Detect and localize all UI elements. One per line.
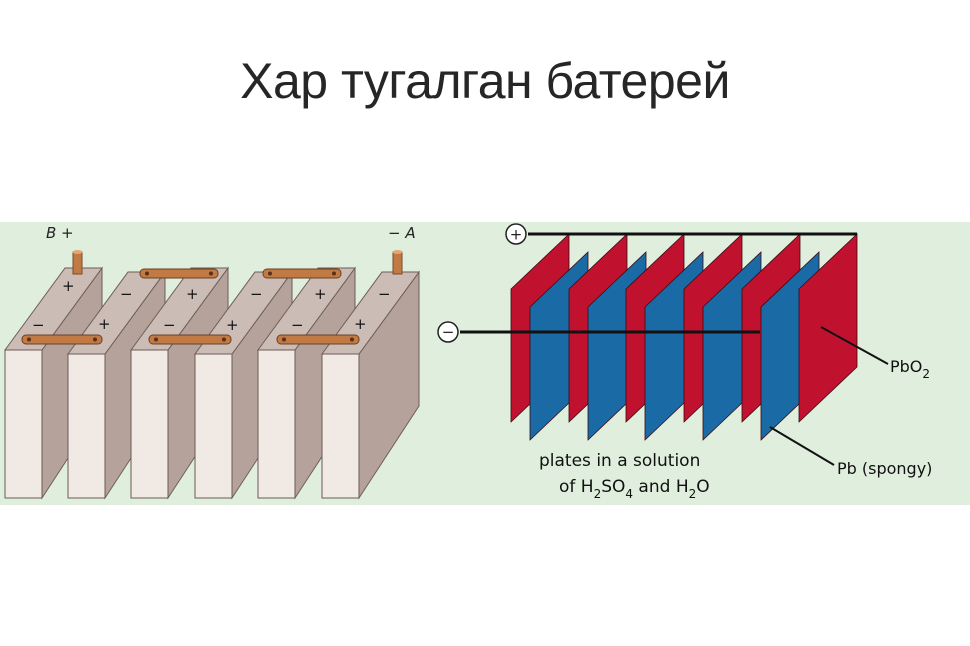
terminal-b-label: B + (46, 224, 74, 242)
battery-cell-front (257, 349, 296, 499)
pbo2-label: PbO2 (890, 357, 930, 381)
sign-minus: − (120, 285, 133, 303)
pb-leader-line (769, 426, 835, 466)
cell-plates-svg: + − PbO2 Pb (spongy) plates in a solutio… (437, 223, 932, 501)
pbo2-plate (798, 233, 858, 423)
sign-minus: − (163, 316, 176, 334)
sign-plus: + (98, 315, 111, 333)
positive-symbol: + (510, 226, 523, 244)
caption-line-1: plates in a solution (539, 451, 700, 471)
pbo2-leader-line (820, 326, 889, 365)
battery-cell-front (4, 349, 43, 499)
connector-bottom-left (21, 334, 103, 345)
sign-plus: + (226, 316, 239, 334)
plates-group (510, 233, 858, 441)
connector-bottom-right (276, 334, 360, 345)
pb-spongy-label: Pb (spongy) (837, 459, 932, 478)
cell-plates-illustration: + − PbO2 Pb (spongy) plates in a solutio… (436, 222, 970, 505)
caption-line-2: of H2SO4 and H2O (559, 477, 710, 501)
sign-minus: − (32, 316, 45, 334)
terminal-a-label: − A (388, 224, 416, 242)
polarity-signs: + − + − + − − + − + − + (32, 277, 391, 334)
sign-minus: − (378, 285, 391, 303)
slide-title: Хар тугалган батерей (240, 53, 730, 109)
sign-plus: + (186, 285, 199, 303)
terminal-a-post (392, 251, 403, 275)
sign-plus: + (314, 285, 327, 303)
sign-minus: − (250, 285, 263, 303)
battery-cells (4, 266, 420, 500)
sign-plus: + (62, 277, 75, 295)
terminal-a-cap (392, 250, 403, 254)
battery-cell-front (321, 353, 360, 499)
terminal-b-cap (72, 250, 83, 254)
battery-cell (321, 270, 420, 500)
terminal-b-post (72, 251, 83, 275)
sign-minus: − (291, 316, 304, 334)
negative-symbol: − (442, 323, 455, 341)
negative-terminal-icon (437, 321, 459, 343)
connector-bottom-mid (148, 334, 232, 345)
positive-terminal-icon (505, 223, 527, 245)
battery-cell-front (130, 349, 169, 499)
battery-svg: B + − A + − + − + − (4, 224, 420, 500)
battery-cell-front (194, 353, 233, 499)
battery-cell-front (67, 353, 106, 499)
battery-illustration: B + − A + − + − + − (0, 222, 436, 505)
sign-plus: + (354, 315, 367, 333)
connector-top-left (139, 268, 219, 279)
connector-top-right (262, 268, 342, 279)
